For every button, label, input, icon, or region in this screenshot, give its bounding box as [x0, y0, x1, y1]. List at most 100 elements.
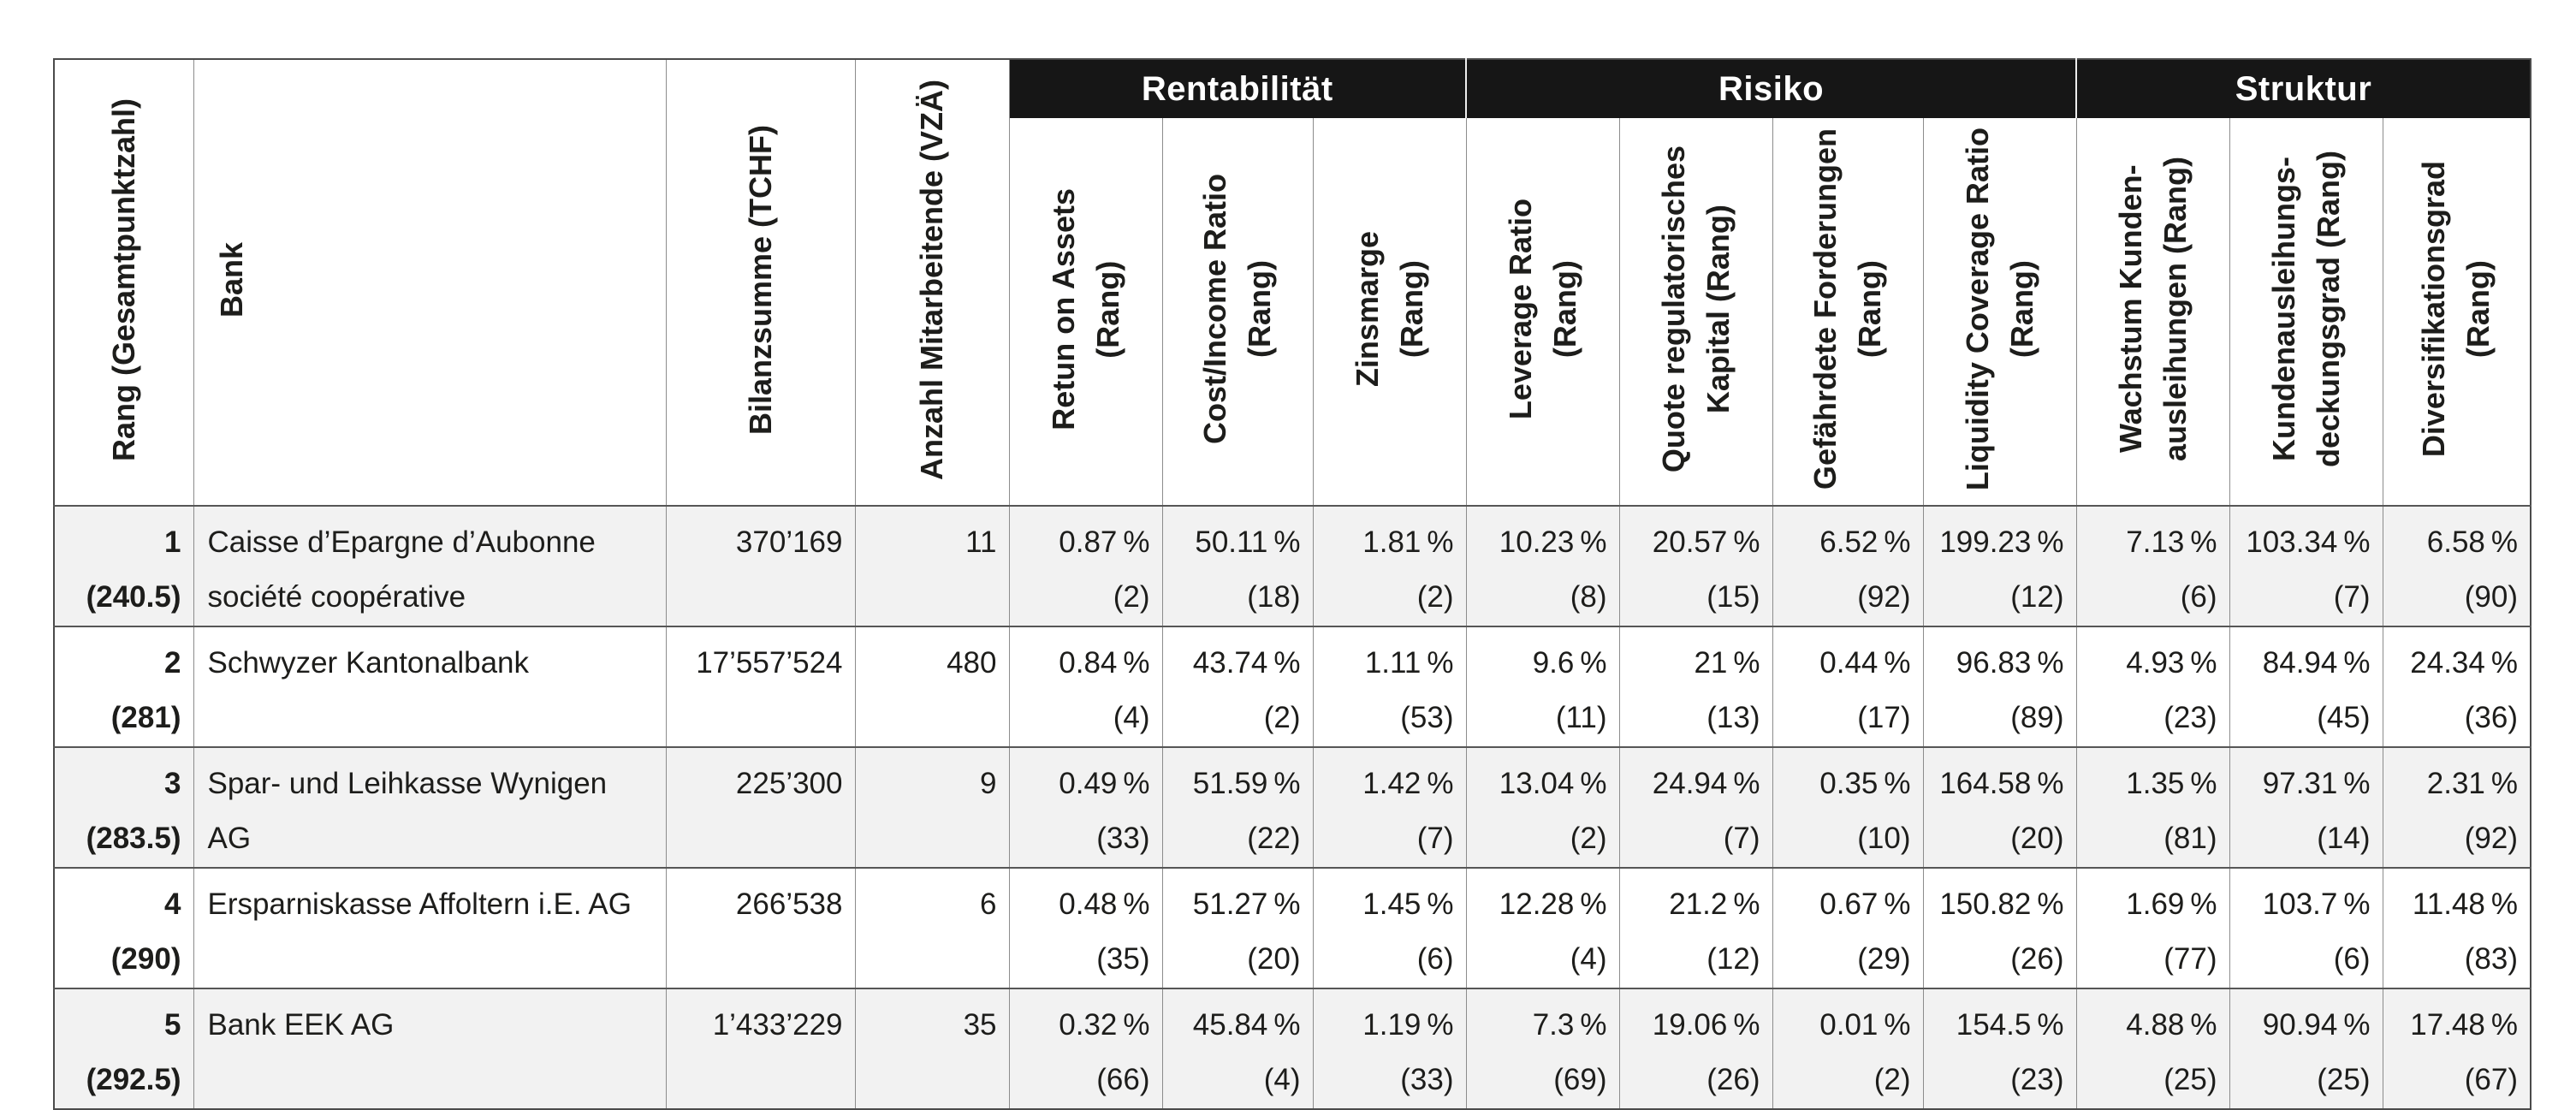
metric-value: 9.6 %: [1532, 646, 1607, 680]
metric-rank: (36): [2464, 701, 2518, 734]
metric-value: 150.82 %: [1939, 887, 2064, 921]
table-row: 5 (292.5) Bank EEK AG 1’433’229 35 0.32 % (66)…: [53, 988, 2531, 1109]
rank-number: 2: [164, 646, 181, 680]
ranking-table-wrapper: Rang (Gesamtpunktzahl) Bank Bilanzsumme …: [53, 58, 2531, 1110]
metric-cell: 2.31 % (92): [2382, 746, 2531, 868]
metric-cell: 164.58 % (20): [1922, 746, 2076, 868]
metric-cell: 6.52 % (92): [1772, 505, 1923, 626]
rank-number: 4: [164, 887, 181, 921]
metric-rank: (20): [1247, 942, 1301, 976]
rank-cell: 1 (240.5): [53, 505, 193, 626]
metric-value: 12.28 %: [1499, 887, 1607, 921]
column-header-kundenausleihungsdeckungsgrad: Kundenausleihungs- deckungsgrad (Rang): [2229, 118, 2383, 506]
metric-value: 13.04 %: [1499, 767, 1607, 800]
metric-cell: 199.23 % (12): [1922, 505, 2076, 626]
column-header-gefaehrdete-forderungen-label: Gefährdete Forderungen (Rang): [1807, 128, 1887, 490]
metric-cell: 51.27 % (20): [1161, 867, 1313, 988]
rank-points: (292.5): [86, 1063, 181, 1096]
metric-value: 1.81 %: [1362, 525, 1454, 559]
metric-rank: (7): [1723, 822, 1760, 855]
column-header-quote-regulatorisches-kapital: Quote regulatorisches Kapital (Rang): [1618, 118, 1772, 506]
metric-value: 103.7 %: [2262, 887, 2371, 921]
column-header-bilanzsumme-label: Bilanzsumme (TCHF): [742, 125, 778, 436]
column-header-liquidity-coverage-ratio: Liquidity Coverage Ratio (Rang): [1922, 118, 2076, 506]
column-header-quote-regulatorisches-kapital-label: Quote regulatorisches Kapital (Rang): [1655, 145, 1736, 473]
metric-rank: (69): [1553, 1063, 1607, 1096]
metric-rank: (53): [1400, 701, 1454, 734]
metric-cell: 13.04 % (2): [1465, 746, 1619, 868]
metric-rank: (22): [1247, 822, 1301, 855]
rank-number: 5: [164, 1008, 181, 1042]
metric-value: 1.69 %: [2126, 887, 2217, 921]
column-header-cost-income-ratio-label: Cost/Income Ratio (Rang): [1197, 174, 1277, 445]
metric-rank: (12): [2010, 580, 2064, 614]
mitarbeitende-cell: 480: [854, 626, 1009, 747]
metric-value: 0.87 %: [1059, 525, 1150, 559]
mitarbeitende-cell: 35: [854, 988, 1009, 1109]
metric-cell: 45.84 % (4): [1161, 988, 1313, 1109]
metric-header-row: Retun on Assets (Rang) Cost/Income Ratio…: [54, 118, 2531, 506]
metric-value: 154.5 %: [1956, 1008, 2064, 1042]
metric-value: 45.84 %: [1192, 1008, 1301, 1042]
metric-value: 0.67 %: [1819, 887, 1911, 921]
column-header-zinsmarge-label: Zinsmarge (Rang): [1349, 231, 1429, 388]
column-header-gefaehrdete-forderungen: Gefährdete Forderungen (Rang): [1772, 118, 1923, 506]
column-header-wachstum-kundenausleihungen-label: Wachstum Kunden- ausleihungen (Rang): [2112, 157, 2193, 462]
metric-cell: 0.67 % (29): [1772, 867, 1923, 988]
metric-rank: (89): [2010, 701, 2064, 734]
metric-value: 19.06 %: [1652, 1008, 1760, 1042]
metric-rank: (2): [1873, 1063, 1911, 1096]
metric-rank: (2): [1416, 580, 1454, 614]
metric-value: 0.48 %: [1059, 887, 1150, 921]
metric-cell: 150.82 % (26): [1922, 867, 2076, 988]
metric-cell: 7.13 % (6): [2075, 505, 2229, 626]
metric-cell: 0.87 % (2): [1008, 505, 1162, 626]
metric-cell: 21 % (13): [1618, 626, 1772, 747]
metric-rank: (10): [1857, 822, 1911, 855]
column-header-bilanzsumme: Bilanzsumme (TCHF): [665, 59, 855, 506]
table-row: 1 (240.5) Caisse d’Epargne d’Aubonne socié…: [53, 505, 2531, 626]
metric-value: 6.52 %: [1819, 525, 1911, 559]
metric-value: 21 %: [1694, 646, 1760, 680]
metric-rank: (90): [2464, 580, 2518, 614]
rank-number: 3: [164, 767, 181, 800]
rank-cell: 3 (283.5): [53, 746, 193, 868]
metric-rank: (33): [1096, 822, 1150, 855]
metric-value: 1.19 %: [1362, 1008, 1454, 1042]
metric-rank: (8): [1570, 580, 1607, 614]
column-header-mitarbeitende: Anzahl Mitarbeitende (VZÄ): [854, 59, 1009, 506]
metric-cell: 0.48 % (35): [1008, 867, 1162, 988]
metric-value: 4.88 %: [2126, 1008, 2217, 1042]
metric-value: 21.2 %: [1669, 887, 1760, 921]
rank-cell: 2 (281): [53, 626, 193, 747]
column-header-liquidity-coverage-ratio-label: Liquidity Coverage Ratio (Rang): [1959, 128, 2039, 491]
group-header-rentabilitaet: Rentabilität: [1008, 59, 1466, 118]
mitarbeitende-cell: 11: [854, 505, 1009, 626]
bilanzsumme-cell: 17’557’524: [665, 626, 855, 747]
metric-rank: (92): [1857, 580, 1911, 614]
bilanzsumme-cell: 1’433’229: [665, 988, 855, 1109]
mitarbeitende-cell: 6: [854, 867, 1009, 988]
metric-rank: (11): [1555, 701, 1607, 734]
metric-cell: 6.58 % (90): [2382, 505, 2531, 626]
metric-cell: 0.44 % (17): [1772, 626, 1923, 747]
metric-cell: 1.42 % (7): [1312, 746, 1466, 868]
column-header-leverage-ratio-label: Leverage Ratio (Rang): [1502, 199, 1582, 420]
metric-value: 90.94 %: [2262, 1008, 2371, 1042]
metric-cell: 43.74 % (2): [1161, 626, 1313, 747]
metric-rank: (14): [2317, 822, 2371, 855]
bilanzsumme-cell: 225’300: [665, 746, 855, 868]
metric-rank: (4): [1263, 1063, 1301, 1096]
metric-cell: 90.94 % (25): [2229, 988, 2383, 1109]
mitarbeitende-cell: 9: [854, 746, 1009, 868]
metric-value: 2.31 %: [2426, 767, 2518, 800]
column-header-rang: Rang (Gesamtpunktzahl): [54, 59, 193, 506]
metric-value: 10.23 %: [1499, 525, 1607, 559]
metric-value: 199.23 %: [1939, 525, 2064, 559]
metric-rank: (2): [1570, 822, 1607, 855]
metric-cell: 12.28 % (4): [1465, 867, 1619, 988]
metric-value: 1.45 %: [1362, 887, 1454, 921]
rank-points: (240.5): [86, 580, 181, 614]
metric-rank: (35): [1096, 942, 1150, 976]
metric-cell: 0.35 % (10): [1772, 746, 1923, 868]
